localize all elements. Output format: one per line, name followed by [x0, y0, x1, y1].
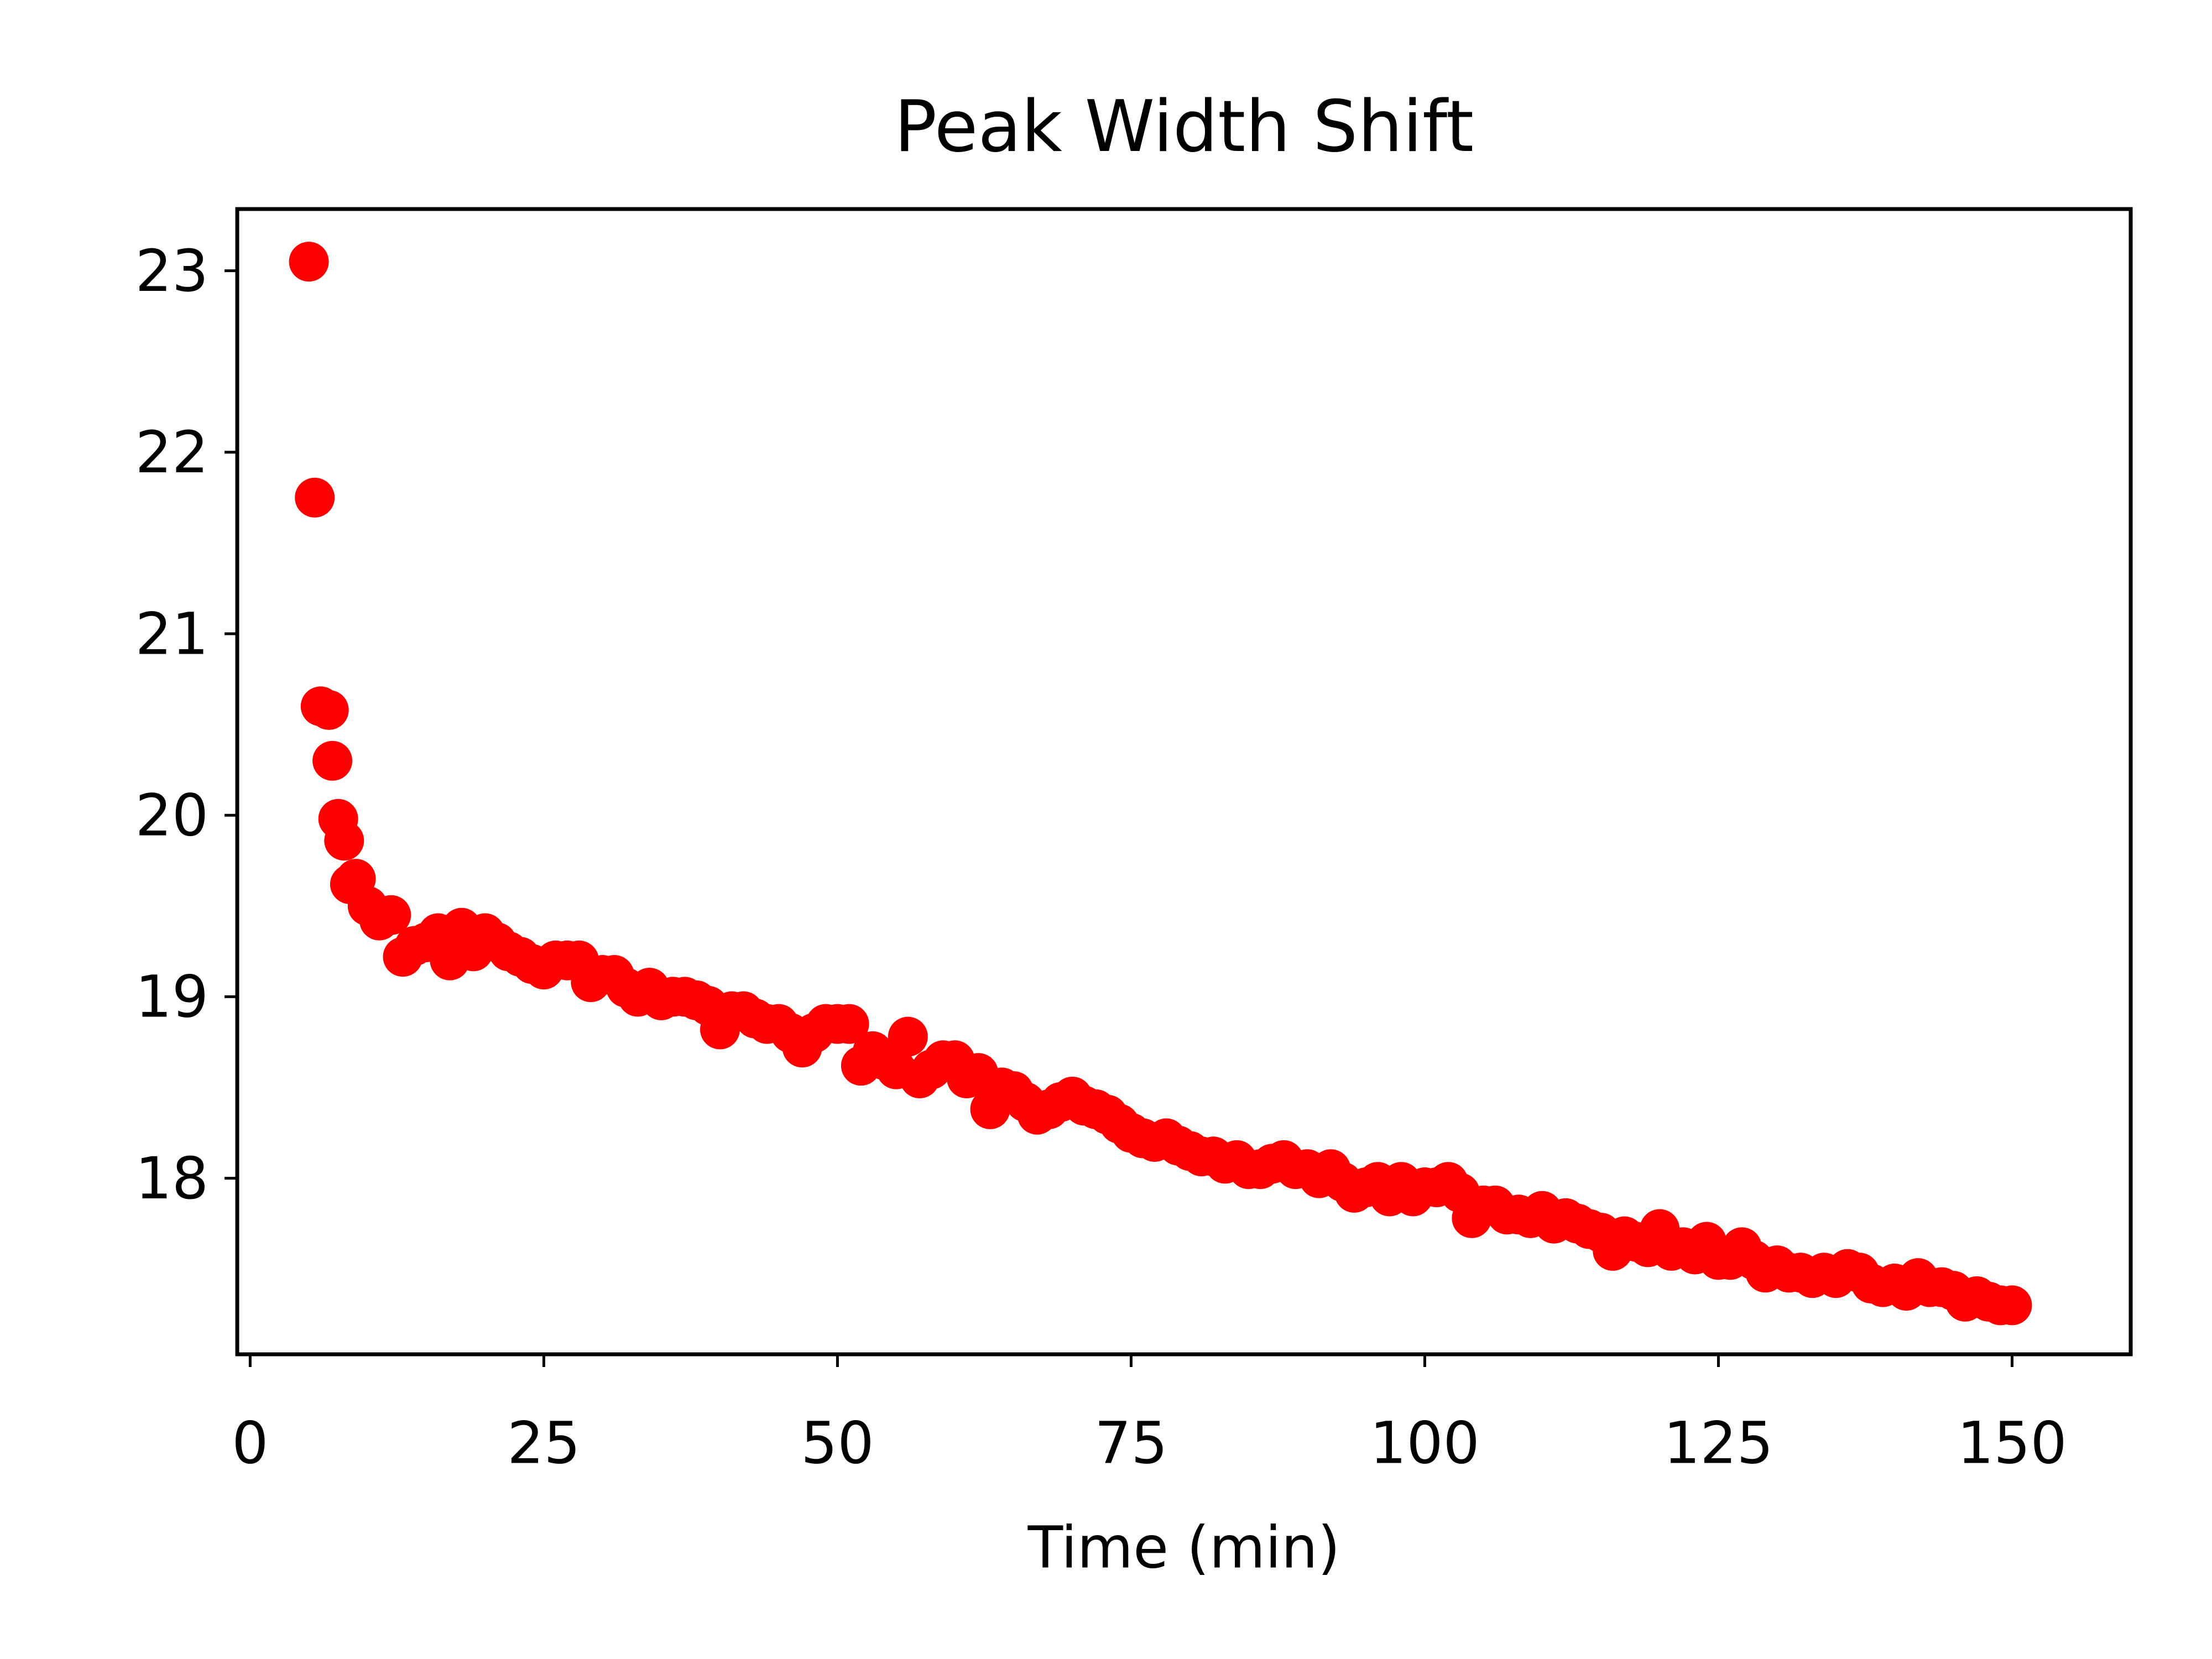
scatter-point	[371, 895, 411, 935]
y-tick-label: 18	[135, 1145, 208, 1212]
scatter-point	[295, 477, 335, 518]
x-tick-label: 75	[1094, 1409, 1167, 1477]
y-tick-label: 22	[135, 419, 208, 486]
plot-frame	[235, 207, 2133, 1357]
scatter-point	[289, 242, 329, 282]
x-axis-label: Time (min)	[1027, 1514, 1340, 1581]
chart-title: Peak Width Shift	[894, 86, 1474, 168]
x-tick-label: 125	[1663, 1409, 1773, 1477]
scatter-point	[309, 690, 349, 730]
scatter-point	[312, 740, 353, 781]
x-tick-label: 150	[1957, 1409, 2067, 1477]
scatter-point	[1992, 1285, 2032, 1326]
y-tick-label: 20	[135, 782, 208, 849]
scatter-point	[829, 1004, 869, 1044]
scatter-point	[888, 1016, 928, 1057]
y-tick-label: 21	[135, 600, 208, 667]
y-tick-label: 19	[135, 963, 208, 1031]
scatter-point	[324, 821, 364, 861]
x-tick-label: 0	[232, 1409, 268, 1477]
x-tick-label: 25	[507, 1409, 580, 1477]
x-tick-label: 100	[1370, 1409, 1480, 1477]
x-tick-label: 50	[801, 1409, 874, 1477]
y-tick-label: 23	[135, 237, 208, 305]
